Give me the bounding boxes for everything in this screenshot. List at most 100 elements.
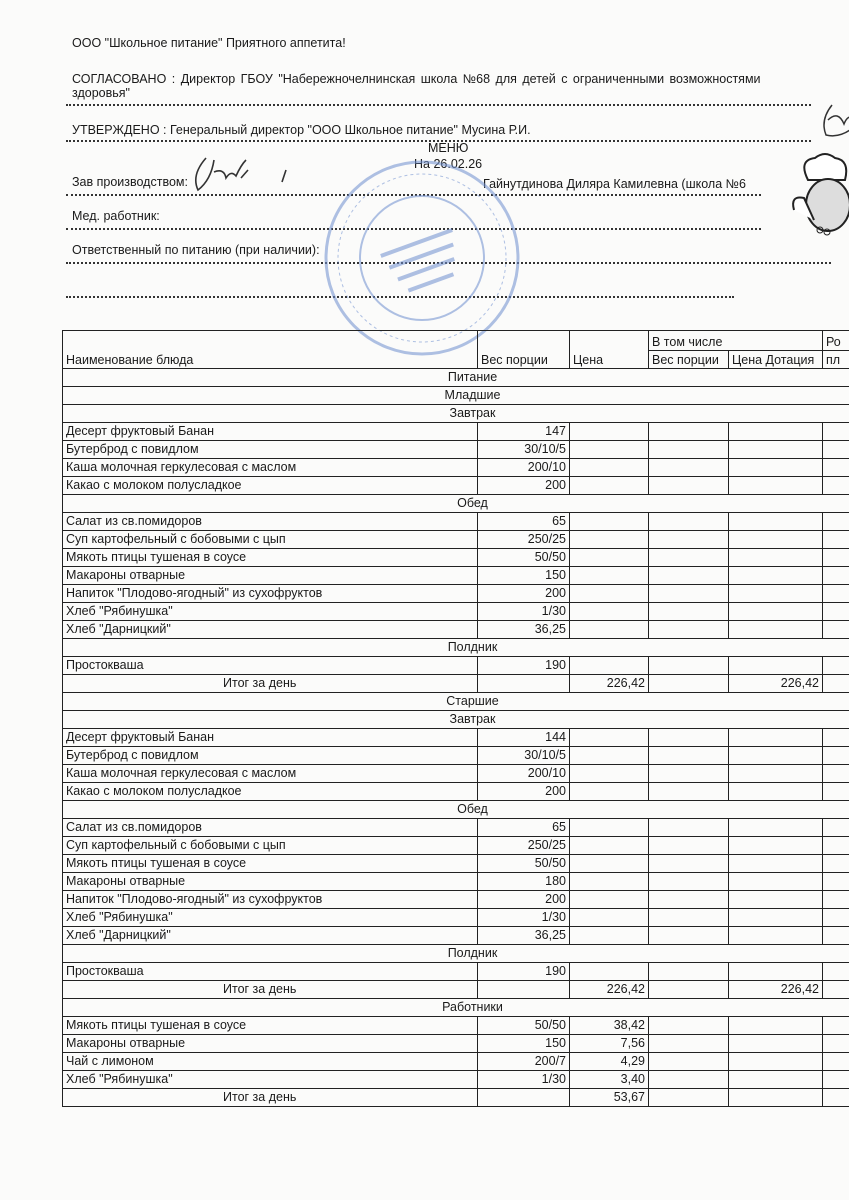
dish-name: Бутерброд с повидлом	[62, 746, 478, 765]
dish-price	[569, 656, 649, 675]
parent-cell	[822, 512, 849, 531]
sub-price-cell	[728, 548, 823, 567]
dish-price: 7,56	[569, 1034, 649, 1053]
sub-weight-cell	[648, 962, 729, 981]
dish-name: Салат из св.помидоров	[62, 818, 478, 837]
dish-weight: 180	[477, 872, 570, 891]
parent-cell	[822, 962, 849, 981]
parent-cell	[822, 890, 849, 909]
dish-weight: 190	[477, 962, 570, 981]
sub-price-cell	[728, 476, 823, 495]
dish-name: Мякоть птицы тушеная в соусе	[62, 548, 478, 567]
dish-price	[569, 422, 649, 441]
dish-row: Хлеб "Дарницкий" 36,25	[62, 620, 849, 639]
dish-row: Хлеб "Рябинушка" 1/30	[62, 908, 849, 927]
dish-price	[569, 890, 649, 909]
sub-price-cell	[728, 620, 823, 639]
sub-weight-cell	[648, 746, 729, 765]
parent-cell	[822, 1070, 849, 1089]
sub-price-cell	[728, 818, 823, 837]
dish-name: Чай с лимоном	[62, 1052, 478, 1071]
sub-weight-cell	[648, 1088, 729, 1107]
dish-row: Мякоть птицы тушеная в соусе 50/50	[62, 854, 849, 873]
parent-cell	[822, 530, 849, 549]
section-label: Обед	[62, 494, 849, 513]
weight-cell	[477, 980, 570, 999]
total-price: 226,42	[569, 674, 649, 693]
dish-price	[569, 854, 649, 873]
menu-title: МЕНЮ	[428, 141, 469, 155]
company-line: ООО "Школьное питание" Приятного аппетит…	[72, 36, 346, 50]
sub-weight-cell	[648, 764, 729, 783]
section-row: Завтрак	[62, 404, 849, 423]
sub-weight-cell	[648, 458, 729, 477]
dish-row: Салат из св.помидоров 65	[62, 818, 849, 837]
dish-row: Простокваша 190	[62, 656, 849, 675]
dish-weight: 200	[477, 584, 570, 603]
section-row: Работники	[62, 998, 849, 1017]
responsible-label: Ответственный по питанию (при наличии):	[72, 243, 320, 257]
sub-weight-cell	[648, 512, 729, 531]
dish-row: Макароны отварные 150 7,56	[62, 1034, 849, 1053]
dish-row: Простокваша 190	[62, 962, 849, 981]
parent-cell	[822, 746, 849, 765]
dish-name: Мякоть птицы тушеная в соусе	[62, 1016, 478, 1035]
sub-price-cell	[728, 836, 823, 855]
section-row: Полдник	[62, 944, 849, 963]
dish-price	[569, 440, 649, 459]
official-stamp	[324, 160, 520, 356]
sub-price-cell	[728, 656, 823, 675]
divider	[66, 228, 761, 230]
section-label: Обед	[62, 800, 849, 819]
sub-price-cell	[728, 746, 823, 765]
dish-name: Макароны отварные	[62, 872, 478, 891]
dish-weight: 250/25	[477, 836, 570, 855]
dish-price	[569, 962, 649, 981]
dish-price	[569, 584, 649, 603]
section-row: Завтрак	[62, 710, 849, 729]
dish-price	[569, 620, 649, 639]
sub-price-cell	[728, 584, 823, 603]
dish-weight: 50/50	[477, 548, 570, 567]
section-label: Питание	[62, 368, 849, 387]
sub-weight-cell	[648, 908, 729, 927]
sub-price-cell	[728, 602, 823, 621]
dish-price	[569, 782, 649, 801]
dish-name: Мякоть птицы тушеная в соусе	[62, 854, 478, 873]
sub-weight-cell	[648, 440, 729, 459]
dish-weight: 36,25	[477, 926, 570, 945]
dish-row: Мякоть птицы тушеная в соусе 50/50	[62, 548, 849, 567]
dish-name: Напиток "Плодово-ягодный" из сухофруктов	[62, 890, 478, 909]
sub-price-cell	[728, 782, 823, 801]
dish-row: Напиток "Плодово-ягодный" из сухофруктов…	[62, 890, 849, 909]
section-row: Питание	[62, 368, 849, 387]
sub-weight-cell	[648, 1052, 729, 1071]
parent-cell	[822, 656, 849, 675]
total-price: 226,42	[569, 980, 649, 999]
parent-cell	[822, 872, 849, 891]
dish-name: Макароны отварные	[62, 566, 478, 585]
dish-row: Макароны отварные 180	[62, 872, 849, 891]
total-sub-price	[728, 1088, 823, 1107]
dish-name: Хлеб "Дарницкий"	[62, 620, 478, 639]
agreed-line-cont: здоровья"	[72, 86, 130, 100]
sub-weight-cell	[648, 566, 729, 585]
sub-price-cell	[728, 890, 823, 909]
parent-cell	[822, 1088, 849, 1107]
dish-price	[569, 476, 649, 495]
dish-name: Простокваша	[62, 962, 478, 981]
dish-row: Каша молочная геркулесовая с маслом 200/1…	[62, 764, 849, 783]
dish-name: Простокваша	[62, 656, 478, 675]
dish-name: Макароны отварные	[62, 1034, 478, 1053]
parent-cell	[822, 422, 849, 441]
parent-cell	[822, 458, 849, 477]
total-row: Итог за день 53,67	[62, 1088, 849, 1107]
section-label: Младшие	[62, 386, 849, 405]
parent-cell	[822, 566, 849, 585]
sub-weight-cell	[648, 584, 729, 603]
dish-row: Суп картофельный с бобовыми с цып 250/25	[62, 530, 849, 549]
sub-weight-cell	[648, 890, 729, 909]
parent-cell	[822, 980, 849, 999]
dish-row: Хлеб "Дарницкий" 36,25	[62, 926, 849, 945]
dish-weight: 150	[477, 1034, 570, 1053]
